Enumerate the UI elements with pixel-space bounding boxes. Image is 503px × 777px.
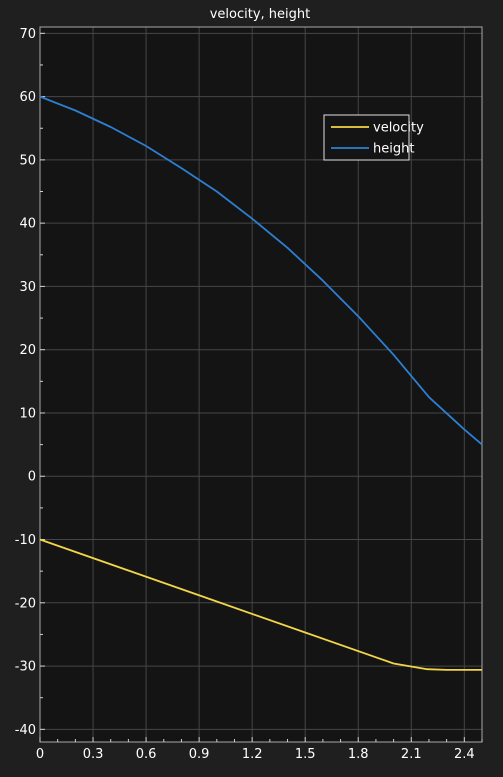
y-tick-label: 60 (19, 90, 36, 105)
chart-title: velocity, height (210, 7, 311, 22)
x-tick-label: 1.2 (242, 747, 263, 762)
y-tick-label: -10 (15, 533, 36, 548)
x-tick-label: 2.4 (454, 747, 475, 762)
legend-box (323, 114, 410, 161)
x-tick-label: 0 (36, 747, 44, 762)
x-tick-label: 0.6 (136, 747, 157, 762)
x-tick-label: 0.9 (189, 747, 210, 762)
y-tick-label: 0 (28, 470, 36, 485)
y-tick-label: 70 (19, 27, 36, 42)
grid-lines (39, 27, 482, 742)
y-tick-label: -20 (15, 596, 36, 611)
y-tick-label: -30 (15, 660, 36, 675)
x-tick-label: 1.5 (295, 747, 316, 762)
axes-box (39, 26, 483, 743)
y-tick-label: 10 (19, 406, 36, 421)
x-tick-label: 2.1 (401, 747, 422, 762)
height-line (39, 95, 483, 446)
y-tick-label: 40 (19, 217, 36, 232)
y-tick-label: -40 (15, 723, 36, 738)
legend-label-velocity: velocity (373, 121, 424, 136)
velocity-line (39, 538, 482, 671)
y-tick-label: 30 (19, 280, 36, 295)
x-tick-label: 0.3 (83, 747, 104, 762)
x-tick-label: 1.8 (348, 747, 369, 762)
legend-label-height: height (373, 142, 414, 157)
y-tick-label: 20 (19, 343, 36, 358)
legend[interactable]: velocity height (323, 114, 424, 161)
series-lines (39, 95, 483, 671)
y-tick-label: 50 (19, 153, 36, 168)
